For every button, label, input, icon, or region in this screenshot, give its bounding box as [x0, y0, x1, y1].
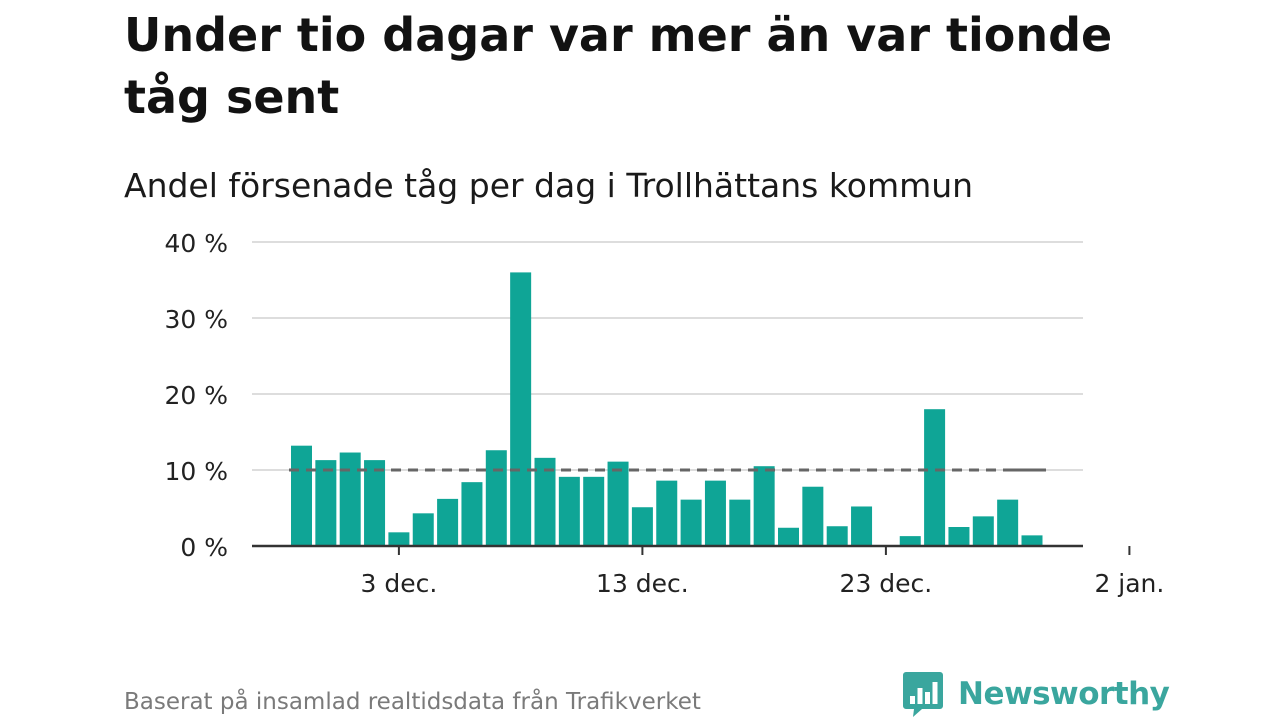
x-axis [252, 544, 1131, 555]
bar [364, 460, 386, 546]
brand-link[interactable]: Newsworthy [902, 668, 1170, 720]
bar [510, 272, 532, 546]
bar [704, 480, 726, 546]
bar [291, 445, 312, 546]
bar [972, 516, 994, 546]
x-tick-label: 2 jan. [1094, 569, 1164, 598]
bar [924, 409, 946, 546]
bar-chart: 0 % 10 % 20 % 30 % 40 % 3 dec. 13 dec. 23 dec.… [164, 229, 1165, 598]
bar [412, 513, 434, 546]
bar [631, 507, 653, 546]
bar [899, 536, 921, 546]
bar [656, 480, 678, 546]
bar [1021, 535, 1043, 546]
y-tick-label: 0 % [180, 533, 228, 562]
bar [558, 476, 580, 546]
bar [583, 476, 605, 546]
bar [729, 499, 751, 546]
bar [778, 527, 799, 546]
gridlines [252, 241, 1083, 471]
bar [315, 460, 337, 546]
y-tick-label: 30 % [164, 305, 228, 334]
bar [339, 452, 361, 546]
bar [388, 532, 410, 546]
y-tick-label: 40 % [164, 229, 228, 258]
x-axis-labels: 3 dec. 13 dec. 23 dec. 2 jan. [361, 569, 1165, 598]
bar [461, 482, 483, 546]
bar [851, 506, 873, 546]
bar [826, 526, 848, 546]
bar [802, 486, 824, 546]
bar [607, 461, 629, 546]
bar [753, 466, 775, 546]
bars [291, 272, 1043, 546]
y-tick-label: 20 % [164, 381, 228, 410]
x-tick-label: 13 dec. [596, 569, 689, 598]
x-tick-label: 23 dec. [840, 569, 933, 598]
bar [534, 457, 556, 546]
bar [948, 527, 970, 546]
source-note: Baserat på insamlad realtidsdata från Tr… [124, 689, 701, 715]
x-tick-label: 3 dec. [361, 569, 438, 598]
y-tick-label: 10 % [164, 457, 228, 486]
brand-name: Newsworthy [958, 676, 1170, 712]
bar [485, 450, 507, 546]
chart-subtitle: Andel försenade tåg per dag i Trollhätta… [124, 166, 974, 205]
bar [437, 498, 459, 546]
chart-title: Under tio dagar var mer än var tionde tå… [124, 8, 1113, 124]
bar [997, 499, 1019, 546]
y-axis-labels: 0 % 10 % 20 % 30 % 40 % [164, 229, 228, 562]
newsworthy-logo-icon [903, 672, 943, 717]
bar [680, 499, 702, 546]
